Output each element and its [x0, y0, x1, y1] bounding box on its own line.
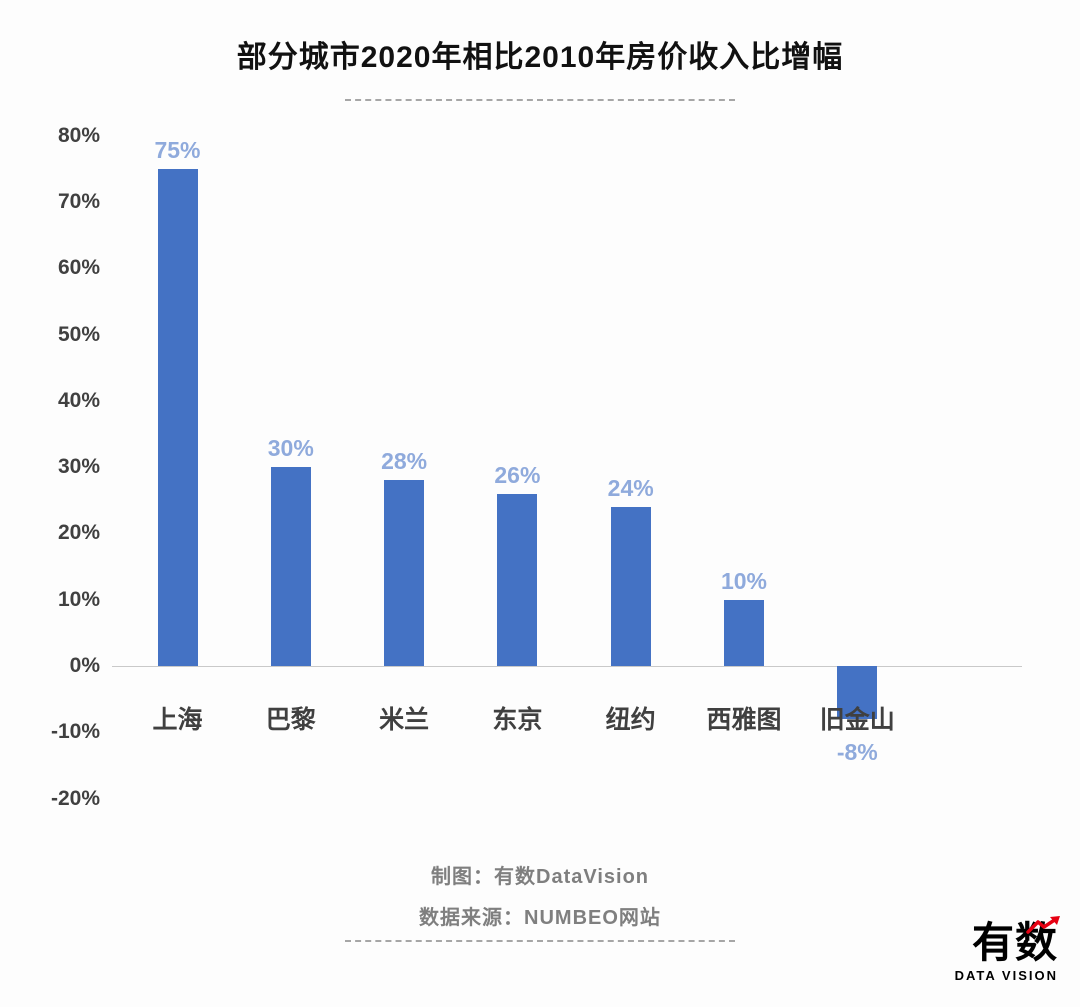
y-axis-tick-label: 30% — [57, 455, 100, 479]
category-label: 旧金山 — [819, 706, 895, 734]
y-axis-tick-label: 50% — [57, 322, 100, 346]
trend-arrow-icon — [1026, 916, 1060, 934]
datavision-logo: 有数 DATA VISION — [948, 916, 1060, 984]
y-axis-tick-label: 80% — [57, 123, 100, 147]
y-axis-tick-label: 70% — [57, 189, 100, 213]
bar-value-label: 75% — [154, 136, 201, 163]
bar — [837, 666, 878, 720]
bar-value-label: 30% — [267, 435, 314, 462]
bar — [270, 467, 311, 666]
y-axis-tick-label: 40% — [57, 388, 100, 412]
top-divider — [345, 99, 735, 101]
category-label: 米兰 — [379, 706, 430, 734]
y-axis-tick-label: 60% — [57, 256, 100, 280]
bar-value-label: 24% — [607, 474, 654, 501]
bar — [497, 493, 538, 666]
bar — [610, 506, 651, 666]
y-axis-tick-label: 0% — [69, 654, 100, 677]
category-label: 西雅图 — [706, 706, 782, 734]
credit-text: 制图：有数DataVision — [431, 866, 649, 888]
y-axis-tick-label: -20% — [50, 786, 100, 810]
bar-value-label: 10% — [720, 567, 768, 594]
bar-value-label: 28% — [381, 448, 428, 475]
chart-title: 部分城市2020年相比2010年房价收入比增幅 — [236, 41, 844, 74]
category-label: 上海 — [152, 706, 203, 734]
category-label: 纽约 — [605, 706, 656, 734]
logo-subtitle: DATA VISION — [954, 968, 1058, 984]
category-label: 巴黎 — [265, 706, 316, 734]
y-axis-tick-label: 20% — [57, 521, 100, 545]
bar — [384, 480, 425, 666]
bar-value-label: -8% — [836, 739, 878, 766]
bottom-divider — [345, 940, 735, 942]
bar — [724, 599, 764, 666]
bar-value-label: 26% — [494, 461, 541, 488]
category-label: 东京 — [492, 706, 543, 734]
source-text: 数据来源：NUMBEO网站 — [419, 907, 661, 929]
y-axis-tick-label: 10% — [57, 587, 100, 611]
y-axis-tick-label: -10% — [50, 720, 100, 744]
x-axis-line — [112, 666, 1022, 667]
bar — [157, 168, 198, 666]
